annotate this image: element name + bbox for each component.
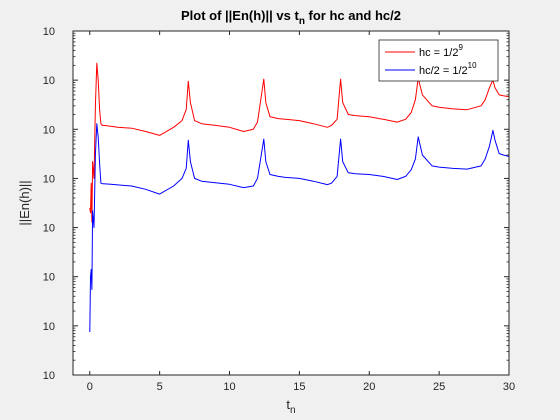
y-tick-label: 10 xyxy=(43,173,55,185)
legend-box xyxy=(378,39,499,82)
x-tick-label: 5 xyxy=(157,381,163,393)
x-tick-label: 15 xyxy=(293,381,305,393)
y-tick-label: 10 xyxy=(43,223,55,235)
y-tick-label: 10 xyxy=(43,124,55,136)
plot-area xyxy=(73,31,509,375)
legend: hc = 1/29 hc/2 = 1/210 xyxy=(378,39,499,82)
x-tick-label: 0 xyxy=(87,381,93,393)
y-tick-label: 10 xyxy=(43,272,55,284)
series-line-1 xyxy=(89,123,510,333)
series-layer xyxy=(89,62,510,333)
y-tick-label: 10 xyxy=(43,370,55,382)
x-axis-label: tn xyxy=(286,397,295,416)
plot-border xyxy=(72,30,510,376)
y-tick-label: 10 xyxy=(43,75,55,87)
ticks-layer: 05101520253010-1410-1310-1210-1110-1010-… xyxy=(43,26,515,393)
x-tick-label: 10 xyxy=(223,381,235,393)
series-line-0 xyxy=(89,62,510,223)
x-tick-label: 25 xyxy=(433,381,445,393)
y-tick-label: 10 xyxy=(43,26,55,38)
legend-entry-hc-half: hc/2 = 1/210 xyxy=(419,61,477,77)
chart-title: Plot of ||En(h)|| vs tn for hc and hc/2 xyxy=(181,8,401,27)
x-tick-label: 30 xyxy=(503,381,515,393)
legend-entry-hc: hc = 1/29 xyxy=(419,43,463,59)
x-tick-label: 20 xyxy=(363,381,375,393)
y-tick-label: 10 xyxy=(43,321,55,333)
y-axis-label: ||En(h)|| xyxy=(17,180,32,225)
